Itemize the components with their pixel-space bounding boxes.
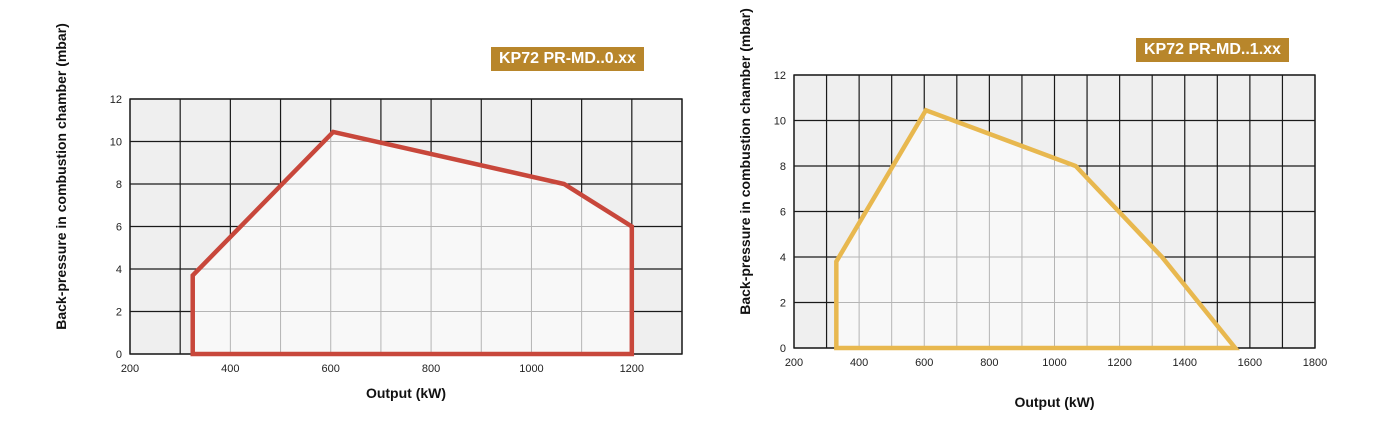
x-tick-label: 400	[221, 363, 239, 375]
y-tick-label: 4	[780, 252, 786, 264]
x-tick-label: 1800	[1303, 357, 1327, 369]
x-tick-label: 1000	[519, 363, 543, 375]
y-tick-label: 6	[116, 222, 122, 234]
y-tick-label: 0	[780, 343, 786, 355]
chart-title-badge: KP72 PR-MD..0.xx	[491, 47, 644, 71]
x-tick-label: 800	[980, 357, 998, 369]
y-tick-label: 12	[110, 94, 122, 106]
x-tick-label: 1200	[620, 363, 644, 375]
y-tick-label: 12	[774, 70, 786, 82]
chart-title-badge: KP72 PR-MD..1.xx	[1136, 38, 1289, 62]
y-tick-label: 8	[780, 161, 786, 173]
operating-area-cover	[836, 110, 1236, 348]
y-axis-label: Back-pressure in combustion chamber (mba…	[53, 23, 69, 330]
chart-panel-right: KP72 PR-MD..1.xx 0 2 4 6 8 10 12 200 400 600 800 10…	[700, 0, 1385, 422]
chart-right: 0 2 4 6 8 10 12 200 400 600 800 1000 1200 1400 1600 180…	[737, 8, 1327, 410]
x-tick-label: 200	[785, 357, 803, 369]
operating-area-outline	[190, 129, 635, 357]
x-tick-label: 1600	[1238, 357, 1262, 369]
operating-area-outline	[834, 107, 1240, 351]
x-tick-label: 800	[422, 363, 440, 375]
x-tick-label: 600	[915, 357, 933, 369]
x-tick-label: 1000	[1042, 357, 1066, 369]
x-axis-label: Output (kW)	[366, 385, 446, 401]
operating-area-cover	[192, 131, 632, 354]
y-tick-label: 2	[116, 307, 122, 319]
chart-left: 0 2 4 6 8 10 12 200 400 600 800 1000 1200 Output (kW)…	[53, 23, 683, 401]
y-tick-label: 10	[774, 116, 786, 128]
y-axis-label: Back-pressure in combustion chamber (mba…	[737, 8, 753, 315]
chart-panel-left: KP72 PR-MD..0.xx 0 2 4 6 8 10 12 200 400 600 800 10…	[53, 23, 683, 401]
y-tick-label: 2	[780, 298, 786, 310]
y-tick-label: 6	[780, 207, 786, 219]
x-axis-label: Output (kW)	[1014, 394, 1094, 410]
x-tick-label: 600	[322, 363, 340, 375]
x-tick-label: 400	[850, 357, 868, 369]
y-tick-label: 4	[116, 264, 122, 276]
x-tick-label: 200	[121, 363, 139, 375]
x-tick-label: 1400	[1173, 357, 1197, 369]
y-tick-label: 10	[110, 137, 122, 149]
y-tick-label: 0	[116, 349, 122, 361]
y-tick-label: 8	[116, 179, 122, 191]
x-tick-label: 1200	[1107, 357, 1131, 369]
